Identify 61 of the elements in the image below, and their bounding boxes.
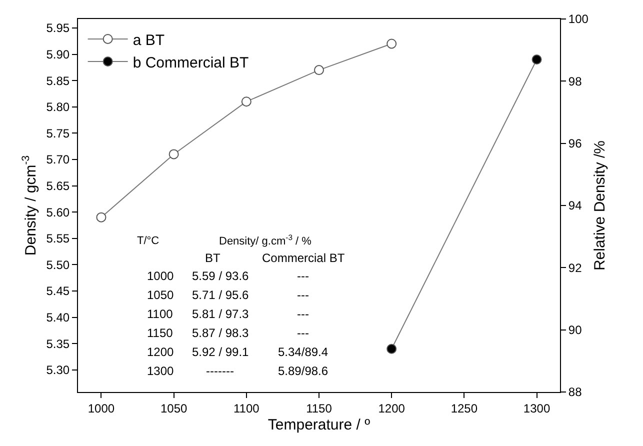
y-tick-label: 5.85: [46, 74, 70, 88]
annotation: ---: [297, 288, 309, 302]
annotation: 5.89/98.6: [278, 364, 328, 378]
y-tick-label: 5.55: [46, 232, 70, 246]
y2-tick-label: 94: [568, 198, 582, 213]
legend-label: b Commercial BT: [132, 54, 249, 72]
annotation: Density/ g.cm$^{-3}$ / %: [219, 233, 312, 248]
y2-axis-title: Relative Density /%: [592, 140, 609, 271]
annotation: 5.87 / 98.3: [192, 326, 250, 340]
annotation: 5.81 / 97.3: [192, 307, 250, 321]
point: [168, 149, 179, 160]
y2-tick-label: 96: [568, 136, 582, 151]
point: [386, 344, 397, 354]
annotation: ---: [297, 326, 309, 340]
y-tick-label: 5.95: [46, 21, 70, 36]
y2-tick-label: 98: [568, 74, 582, 88]
x-tick-label: 1300: [523, 401, 550, 416]
y-tick-label: 5.75: [46, 126, 70, 140]
annotation: Commercial BT: [262, 251, 346, 265]
point: [314, 65, 324, 76]
x-tick-label: 1100: [234, 401, 260, 416]
y2-tick-label: 92: [568, 260, 582, 275]
y-tick-label: 5.90: [46, 47, 70, 62]
x-tick-label: 1050: [160, 401, 188, 416]
y2-tick-label: 88: [568, 385, 582, 400]
annotation: BT: [205, 251, 222, 265]
x-tick-label: 1000: [88, 401, 115, 416]
annotation: 1050: [147, 288, 174, 302]
y2-tick-label: 100: [568, 12, 589, 26]
annotation: 1200: [147, 345, 174, 359]
annotation: 5.59 / 93.6: [192, 269, 250, 283]
annotation: 1100: [147, 307, 174, 321]
y-tick-label: 5.45: [46, 284, 70, 298]
y-tick-label: 5.40: [46, 310, 70, 324]
y2-tick-label: 90: [568, 323, 582, 338]
x-axis-title: Temperature / º: [268, 416, 371, 434]
y-tick-label: 5.65: [46, 178, 70, 193]
annotation: ---: [297, 307, 309, 321]
annotation: -------: [206, 364, 234, 378]
x-tick-label: 1200: [378, 401, 406, 416]
y-tick-label: 5.70: [46, 152, 70, 167]
point: [386, 38, 397, 49]
point: [96, 212, 106, 222]
y-tick-label: 5.50: [46, 258, 70, 272]
annotation: T/°C: [137, 235, 160, 247]
legend-label: a BT: [132, 32, 165, 49]
y-tick-label: 5.30: [46, 363, 70, 378]
point: [241, 96, 252, 107]
annotation: 5.34/89.4: [278, 345, 328, 359]
annotation: 5.92 / 99.1: [192, 345, 250, 359]
y-tick-label: 5.80: [46, 100, 70, 114]
y-tick-label: 5.35: [46, 336, 70, 351]
annotation: 1000: [147, 269, 174, 283]
annotation: 1300: [147, 364, 174, 378]
annotation: ---: [297, 269, 309, 283]
annotation: 1150: [147, 326, 174, 340]
annotation: 5.71 / 95.6: [192, 288, 250, 302]
point: [532, 54, 542, 65]
x-tick-label: 1250: [450, 401, 478, 416]
y-tick-label: 5.60: [46, 205, 70, 220]
x-tick-label: 1150: [306, 401, 332, 416]
